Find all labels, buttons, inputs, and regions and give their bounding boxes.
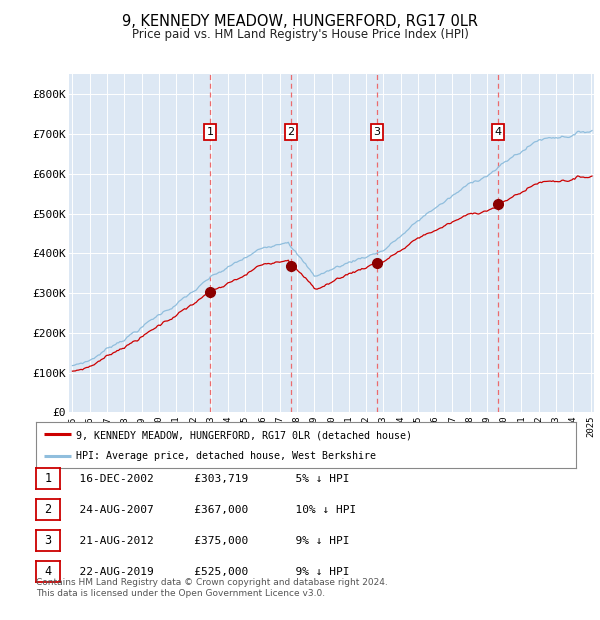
Text: 1: 1 — [206, 127, 214, 137]
Text: 1: 1 — [44, 472, 52, 485]
Text: 4: 4 — [494, 127, 502, 137]
Text: 22-AUG-2019      £525,000       9% ↓ HPI: 22-AUG-2019 £525,000 9% ↓ HPI — [66, 567, 349, 577]
Text: 3: 3 — [44, 534, 52, 547]
Text: 2: 2 — [287, 127, 295, 137]
Text: Price paid vs. HM Land Registry's House Price Index (HPI): Price paid vs. HM Land Registry's House … — [131, 29, 469, 41]
Text: 4: 4 — [44, 565, 52, 578]
Text: This data is licensed under the Open Government Licence v3.0.: This data is licensed under the Open Gov… — [36, 590, 325, 598]
Text: 21-AUG-2012      £375,000       9% ↓ HPI: 21-AUG-2012 £375,000 9% ↓ HPI — [66, 536, 349, 546]
Text: 9, KENNEDY MEADOW, HUNGERFORD, RG17 0LR: 9, KENNEDY MEADOW, HUNGERFORD, RG17 0LR — [122, 14, 478, 29]
Text: Contains HM Land Registry data © Crown copyright and database right 2024.: Contains HM Land Registry data © Crown c… — [36, 578, 388, 587]
Text: 16-DEC-2002      £303,719       5% ↓ HPI: 16-DEC-2002 £303,719 5% ↓ HPI — [66, 474, 349, 484]
Text: 24-AUG-2007      £367,000       10% ↓ HPI: 24-AUG-2007 £367,000 10% ↓ HPI — [66, 505, 356, 515]
Text: 2: 2 — [44, 503, 52, 516]
Text: 3: 3 — [374, 127, 380, 137]
Text: HPI: Average price, detached house, West Berkshire: HPI: Average price, detached house, West… — [77, 451, 377, 461]
Text: 9, KENNEDY MEADOW, HUNGERFORD, RG17 0LR (detached house): 9, KENNEDY MEADOW, HUNGERFORD, RG17 0LR … — [77, 430, 413, 440]
